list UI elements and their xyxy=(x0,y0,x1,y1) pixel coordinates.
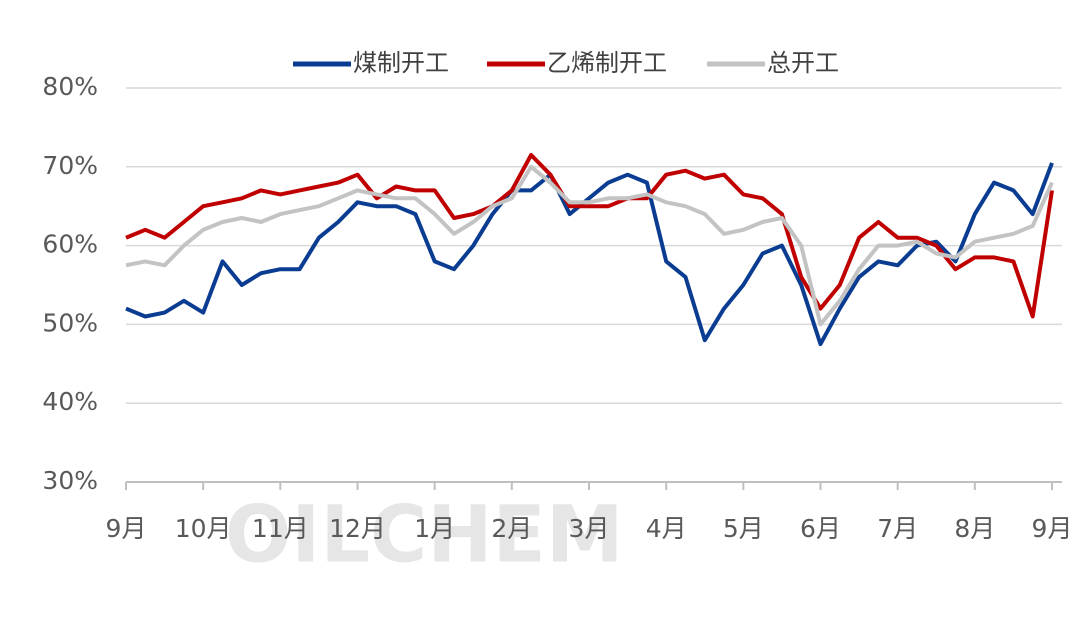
x-tick-label: 11月 xyxy=(252,514,309,543)
x-tick-label: 9月 xyxy=(106,514,147,543)
y-tick-label: 80% xyxy=(42,72,98,101)
y-tick-label: 70% xyxy=(42,151,98,180)
watermark: OILCHEM xyxy=(225,490,623,580)
x-tick-label: 3月 xyxy=(569,514,610,543)
y-tick-label: 40% xyxy=(42,387,98,416)
series-line xyxy=(125,162,1054,347)
x-tick-label: 7月 xyxy=(877,514,918,543)
x-tick-label: 4月 xyxy=(646,514,687,543)
y-tick-label: 60% xyxy=(42,230,98,259)
x-tick-label: 12月 xyxy=(329,514,386,543)
series-line xyxy=(125,164,1054,327)
x-tick-label: 10月 xyxy=(175,514,232,543)
x-tick-label: 5月 xyxy=(723,514,764,543)
x-tick-label: 9月 xyxy=(1032,514,1073,543)
y-tick-label: 30% xyxy=(42,466,98,495)
x-tick-label: 1月 xyxy=(414,514,455,543)
legend-label: 煤制开工 xyxy=(353,49,449,77)
legend-label: 总开工 xyxy=(767,49,839,77)
x-tick-label: 8月 xyxy=(954,514,995,543)
y-tick-label: 50% xyxy=(42,308,98,337)
x-tick-label: 2月 xyxy=(491,514,532,543)
legend-label: 乙烯制开工 xyxy=(547,49,667,77)
series-line xyxy=(125,153,1054,319)
x-tick-label: 6月 xyxy=(800,514,841,543)
